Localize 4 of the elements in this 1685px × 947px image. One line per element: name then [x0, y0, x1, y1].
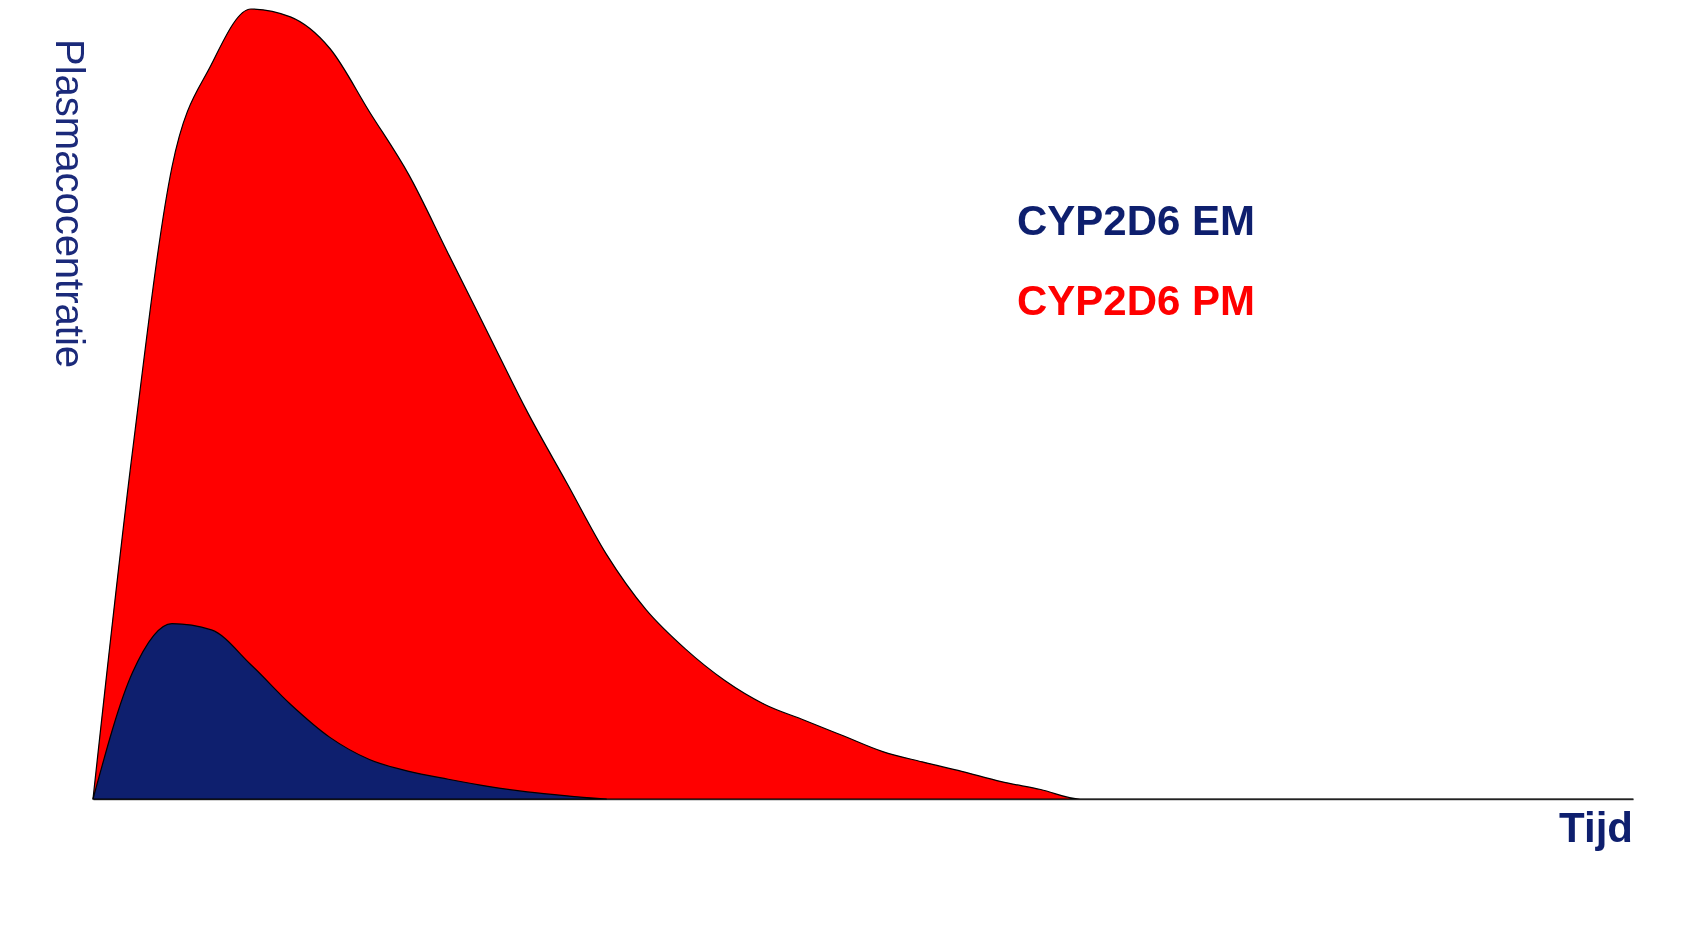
x-axis-title: Tijd [1559, 804, 1633, 851]
text: CYP2D6 PM [1017, 277, 1256, 325]
text: CYP2D6 EM [1017, 197, 1256, 245]
y-axis-title: Plasmacocentratie [48, 39, 92, 369]
